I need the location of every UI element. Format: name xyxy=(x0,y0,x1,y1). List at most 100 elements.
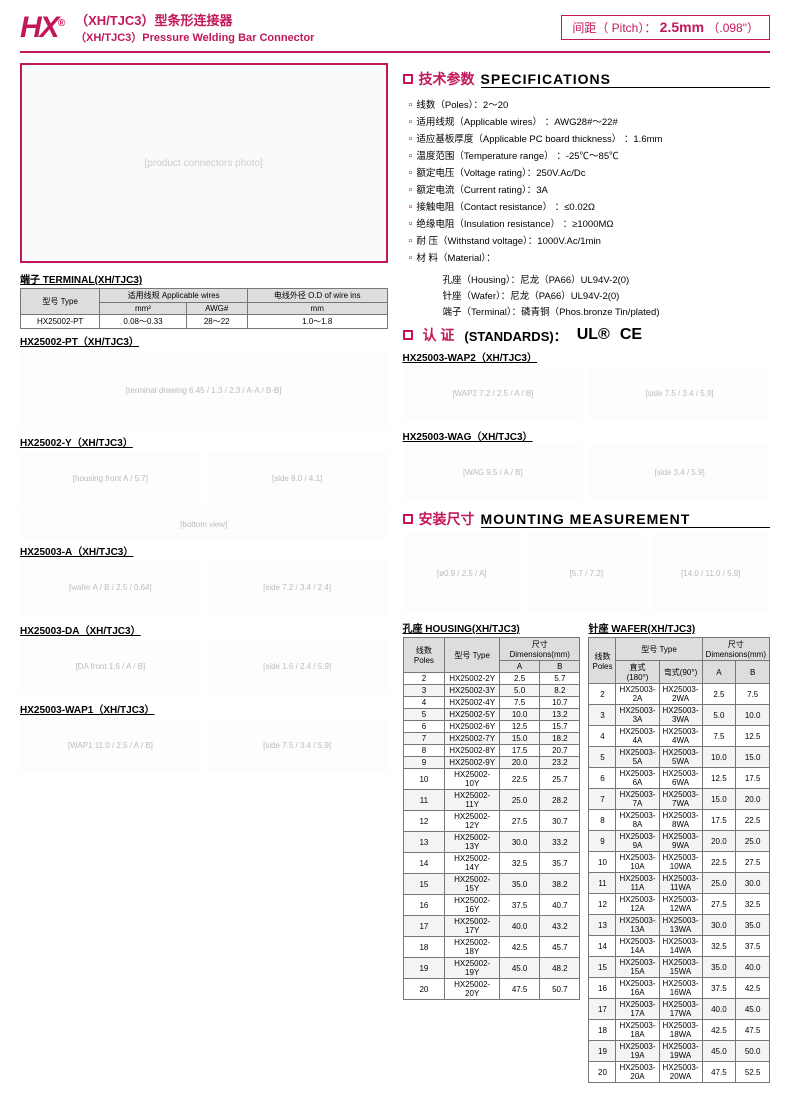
spec-item: 额定电压（Voltage rating）：250V.Ac/Dc xyxy=(409,163,771,180)
mount-diagram-3: [14.0 / 11.0 / 5.9] xyxy=(652,533,771,613)
ul-icon: UL® xyxy=(577,326,610,344)
housing-title: 孔座 HOUSING(XH/TJC3) xyxy=(403,620,581,635)
trademark-icon: ® xyxy=(58,18,63,29)
table-row: 7HX25002-7Y15.018.2 xyxy=(403,733,580,745)
th-od: 电线外径 O.D of wire ins xyxy=(247,289,387,303)
table-row: 5HX25002-5Y10.013.2 xyxy=(403,709,580,721)
spec-item: 耐 压（Withstand voltage）：1000V.Ac/1min xyxy=(409,231,771,248)
diag-title-da: HX25003-DA（XH/TJC3） xyxy=(20,622,388,637)
diagram-wag-front: [WAG 9.5 / A / B] xyxy=(403,445,584,500)
material-list: 孔座（Housing）：尼龙（PA66）UL94V-2(0)针座（Wafer）：… xyxy=(403,271,771,319)
table-row: 14HX25003-14AHX25003-14WA32.537.5 xyxy=(589,936,770,957)
th-type: 型号 Type xyxy=(21,289,100,315)
diagram-y-bottom: [bottom view] xyxy=(20,509,388,539)
material-item: 孔座（Housing）：尼龙（PA66）UL94V-2(0) xyxy=(443,271,771,287)
diagram-wap1-side: [side 7.5 / 3.4 / 5.9] xyxy=(207,718,388,773)
mounting-header: 安装尺寸 MOUNTING MEASUREMENT xyxy=(403,509,771,529)
mounting-cn: 安装尺寸 xyxy=(419,509,475,529)
table-row: 16HX25002-16Y37.540.7 xyxy=(403,895,580,916)
table-row: 12HX25002-12Y27.530.7 xyxy=(403,811,580,832)
diagram-y-side: [side 8.0 / 4.1] xyxy=(207,451,388,506)
housing-table: 线数 Poles 型号 Type 尺寸Dimensions(mm) A B 2H… xyxy=(403,637,581,1000)
table-row: 13HX25002-13Y30.033.2 xyxy=(403,832,580,853)
table-row: 8HX25003-8AHX25003-8WA17.522.5 xyxy=(589,810,770,831)
table-row: 6HX25003-6AHX25003-6WA12.517.5 xyxy=(589,768,770,789)
title-en: （XH/TJC3）Pressure Welding Bar Connector xyxy=(75,29,549,45)
table-row: 20HX25002-20Y47.550.7 xyxy=(403,979,580,1000)
wafer-title: 针座 WAFER(XH/TJC3) xyxy=(588,620,770,635)
spec-item: 线数（Poles）：2～20 xyxy=(409,95,771,112)
diagram-wag-side: [side 3.4 / 5.9] xyxy=(589,445,770,500)
table-row: 7HX25003-7AHX25003-7WA15.020.0 xyxy=(589,789,770,810)
table-row: 5HX25003-5AHX25003-5WA10.015.0 xyxy=(589,747,770,768)
terminal-row: HX25002-PT 0.08～0.33 28～22 1.0～1.8 xyxy=(21,315,388,329)
table-row: 14HX25002-14Y32.535.7 xyxy=(403,853,580,874)
table-row: 19HX25002-19Y45.048.2 xyxy=(403,958,580,979)
spec-list: 线数（Poles）：2～20适用线规（Applicable wires） ：AW… xyxy=(403,93,771,271)
table-row: 17HX25002-17Y40.043.2 xyxy=(403,916,580,937)
wafer-table: 线数 Poles 型号 Type 尺寸Dimensions(mm) 直式(180… xyxy=(588,637,770,1083)
table-row: 18HX25003-18AHX25003-18WA42.547.5 xyxy=(589,1020,770,1041)
spec-item: 温度范围（Temperature range） ：-25℃～85℃ xyxy=(409,146,771,163)
pitch-value: 2.5mm xyxy=(660,19,704,35)
diagram-y-front: [housing front A / 5.7] xyxy=(20,451,201,506)
ce-icon: CE xyxy=(620,326,642,344)
diag-title-a: HX25003-A（XH/TJC3） xyxy=(20,543,388,558)
diagram-da-front: [DA front 1.6 / A / B] xyxy=(20,639,201,694)
specs-header: 技术参数 SPECIFICATIONS xyxy=(403,69,771,89)
right-column: 技术参数 SPECIFICATIONS 线数（Poles）：2～20适用线规（A… xyxy=(403,63,771,1083)
table-row: 20HX25003-20AHX25003-20WA47.552.5 xyxy=(589,1062,770,1083)
diag-title-wap2: HX25003-WAP2（XH/TJC3） xyxy=(403,349,771,364)
diagram-a-side: [side 7.2 / 3.4 / 2.4] xyxy=(207,560,388,615)
diag-title-y: HX25002-Y（XH/TJC3） xyxy=(20,434,388,449)
terminal-title: 端子 TERMINAL(XH/TJC3) xyxy=(20,271,388,286)
specs-cn: 技术参数 xyxy=(419,69,475,89)
table-row: 8HX25002-8Y17.520.7 xyxy=(403,745,580,757)
specs-en: SPECIFICATIONS xyxy=(481,71,771,88)
mounting-en: MOUNTING MEASUREMENT xyxy=(481,511,771,528)
standards-header: 认 证 (STANDARDS)： UL® CE xyxy=(403,325,771,345)
mount-diagram-2: [5.7 / 7.2] xyxy=(527,533,646,613)
spec-item: 适应基板厚度（Applicable PC board thickness） ：1… xyxy=(409,129,771,146)
diag-title-wag: HX25003-WAG（XH/TJC3） xyxy=(403,428,771,443)
pitch-inch: （.098"） xyxy=(707,21,759,35)
diagram-a-front: [wafer A / B / 2.5 / 0.64] xyxy=(20,560,201,615)
diagram-da-side: [side 1.6 / 2.4 / 5.9] xyxy=(207,639,388,694)
table-row: 15HX25002-15Y35.038.2 xyxy=(403,874,580,895)
table-row: 13HX25003-13AHX25003-13WA30.035.0 xyxy=(589,915,770,936)
standards-cn: 认 证 xyxy=(423,325,455,345)
table-row: 11HX25002-11Y25.028.2 xyxy=(403,790,580,811)
table-row: 17HX25003-17AHX25003-17WA40.045.0 xyxy=(589,999,770,1020)
table-row: 2HX25002-2Y2.55.7 xyxy=(403,673,580,685)
spec-item: 接触电阻（Contact resistance） ：≤0.02Ω xyxy=(409,197,771,214)
spec-item: 额定电流（Current rating）：3A xyxy=(409,180,771,197)
table-row: 19HX25003-19AHX25003-19WA45.050.0 xyxy=(589,1041,770,1062)
table-row: 9HX25002-9Y20.023.2 xyxy=(403,757,580,769)
logo-text: HX xyxy=(20,11,58,44)
terminal-table: 型号 Type 适用线规 Applicable wires 电线外径 O.D o… xyxy=(20,288,388,329)
table-row: 12HX25003-12AHX25003-12WA27.532.5 xyxy=(589,894,770,915)
diagram-wap2-side: [side 7.5 / 3.4 / 5.9] xyxy=(589,366,770,421)
table-row: 3HX25002-3Y5.08.2 xyxy=(403,685,580,697)
table-row: 2HX25003-2AHX25003-2WA2.57.5 xyxy=(589,684,770,705)
table-row: 6HX25002-6Y12.515.7 xyxy=(403,721,580,733)
table-row: 15HX25003-15AHX25003-15WA35.040.0 xyxy=(589,957,770,978)
spec-item: 材 料（Material）： xyxy=(409,248,771,265)
square-icon xyxy=(403,330,413,340)
title-cn: （XH/TJC3）型条形连接器 xyxy=(75,10,549,29)
th-mm2: mm² xyxy=(100,303,186,315)
diagram-wap1-front: [WAP1 11.0 / 2.5 / A / B] xyxy=(20,718,201,773)
table-row: 9HX25003-9AHX25003-9WA20.025.0 xyxy=(589,831,770,852)
diagram-wap2-front: [WAP2 7.2 / 2.5 / A / B] xyxy=(403,366,584,421)
title-block: （XH/TJC3）型条形连接器 （XH/TJC3）Pressure Weldin… xyxy=(75,10,549,45)
th-mm: mm xyxy=(247,303,387,315)
material-item: 端子（Terminal）：磷青铜（Phos.bronze Tin/plated) xyxy=(443,303,771,319)
table-row: 4HX25002-4Y7.510.7 xyxy=(403,697,580,709)
table-row: 10HX25003-10AHX25003-10WA22.527.5 xyxy=(589,852,770,873)
table-row: 4HX25003-4AHX25003-4WA7.512.5 xyxy=(589,726,770,747)
diag-title-pt: HX25002-PT（XH/TJC3） xyxy=(20,333,388,348)
diagram-pt: [terminal drawing 6.45 / 1.3 / 2.3 / A-A… xyxy=(20,350,388,430)
table-row: 3HX25003-3AHX25003-3WA5.010.0 xyxy=(589,705,770,726)
mount-diagram-1: [ø0.9 / 2.5 / A] xyxy=(403,533,522,613)
pitch-label: 间距（ Pitch）： xyxy=(572,21,656,35)
